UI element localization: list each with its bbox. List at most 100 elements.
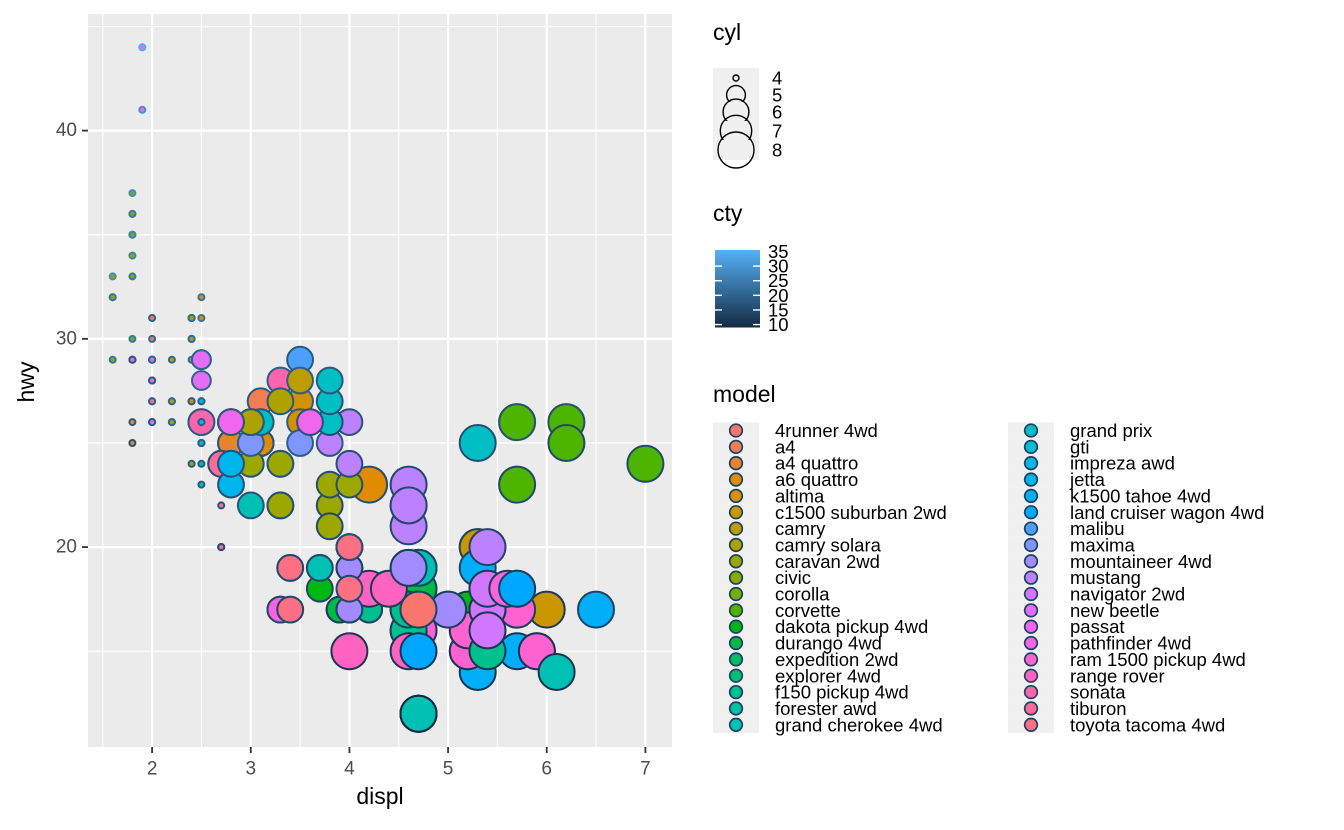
legend-swatch — [728, 554, 744, 569]
legend-swatch — [728, 603, 744, 618]
legend-swatch — [728, 521, 744, 536]
legend-item: 4runner 4wd — [713, 420, 878, 441]
data-point — [128, 272, 137, 281]
x-tick-label: 4 — [344, 759, 355, 780]
legend-item: pathfinder 4wd — [1008, 633, 1191, 654]
legend-item: toyota tacoma 4wd — [1008, 714, 1225, 735]
data-point — [399, 590, 438, 629]
legend-item: a6 quattro — [713, 469, 858, 490]
legend-item: caravan 2wd — [713, 551, 880, 572]
data-point — [187, 459, 196, 468]
data-point — [128, 439, 137, 447]
legend-swatch — [1023, 554, 1039, 569]
legend-swatch — [728, 701, 744, 716]
legend-item-label: durango 4wd — [775, 633, 882, 654]
legend-swatch — [728, 717, 744, 732]
x-tick-label: 6 — [541, 759, 552, 780]
legend-item: mountaineer 4wd — [1008, 551, 1212, 572]
data-point — [468, 528, 507, 567]
data-point — [498, 403, 537, 442]
data-point — [266, 387, 295, 416]
data-point — [305, 554, 334, 582]
legend-swatch — [1023, 717, 1039, 732]
data-point — [197, 314, 206, 322]
data-point — [108, 272, 117, 281]
legend-swatch — [728, 505, 744, 520]
x-tick-label: 3 — [245, 759, 256, 780]
legend-item: forester awd — [713, 698, 877, 719]
legend-item-label: impreza awd — [1070, 453, 1175, 474]
legend-item: impreza awd — [1008, 453, 1175, 474]
legend-swatch — [1023, 456, 1039, 471]
data-point — [108, 355, 117, 364]
data-point — [197, 397, 206, 406]
legend-item-label: toyota tacoma 4wd — [1070, 714, 1225, 735]
legend-item-label: a4 quattro — [775, 453, 858, 474]
legend-item-label: gti — [1070, 436, 1090, 457]
legend-item-label: a6 quattro — [775, 469, 858, 490]
data-point — [217, 501, 226, 510]
data-point — [217, 543, 226, 552]
legend-item: passat — [1008, 616, 1125, 637]
legend-item: corvette — [713, 600, 841, 621]
legend-item-label: maxima — [1070, 534, 1135, 555]
model-legend-title: model — [713, 381, 776, 407]
legend-item-label: ram 1500 pickup 4wd — [1070, 649, 1246, 670]
legend-item: civic — [713, 567, 811, 588]
legend-item: maxima — [1008, 534, 1135, 555]
data-point — [577, 590, 615, 629]
colorbar-label: 10 — [768, 314, 789, 335]
legend-item: ram 1500 pickup 4wd — [1008, 649, 1246, 670]
legend-swatch — [728, 668, 744, 683]
legend-item-label: altima — [775, 485, 825, 506]
legend-item-label: tiburon — [1070, 698, 1127, 719]
legend-item-label: passat — [1070, 616, 1125, 637]
data-point — [148, 418, 157, 427]
colorbar-label: 20 — [768, 285, 789, 306]
y-axis-title: hwy — [13, 361, 39, 403]
data-point — [330, 632, 369, 671]
legend-swatch — [728, 423, 744, 438]
data-point — [236, 491, 265, 520]
data-point — [276, 554, 305, 582]
data-point — [138, 43, 147, 52]
legend-swatch — [728, 570, 744, 585]
data-point — [266, 491, 295, 520]
legend-item-label: forester awd — [775, 698, 877, 719]
legend-item: new beetle — [1008, 600, 1159, 621]
legend-item: f150 pickup 4wd — [713, 682, 909, 703]
legend-item-label: pathfinder 4wd — [1070, 633, 1191, 654]
legend-swatch — [1023, 423, 1039, 438]
legend-item: altima — [713, 485, 825, 506]
y-tick-label: 30 — [56, 328, 77, 349]
data-point — [626, 444, 665, 483]
legend-item: tiburon — [1008, 698, 1127, 719]
x-tick-label: 2 — [147, 759, 158, 780]
axes: 2 3 4 5 6 7 20 30 40 — [56, 120, 651, 779]
legend-swatch — [728, 439, 744, 455]
data-point — [335, 574, 364, 603]
data-point — [399, 632, 438, 671]
size-legend-circle — [717, 131, 755, 169]
colorbar-label: 30 — [768, 256, 789, 277]
legend-item: range rover — [1008, 665, 1165, 686]
legend-item: gti — [1008, 436, 1090, 457]
data-point — [167, 397, 176, 406]
data-point — [315, 512, 344, 541]
legend-swatch — [1023, 684, 1039, 700]
data-point — [197, 480, 206, 489]
data-point — [138, 105, 147, 114]
legend-item-label: expedition 2wd — [775, 649, 898, 670]
data-point — [286, 366, 315, 395]
data-point — [148, 376, 157, 385]
legend-item: land cruiser wagon 4wd — [1008, 502, 1264, 523]
legend-item-label: camry solara — [775, 534, 882, 555]
legend-item-label: sonata — [1070, 682, 1126, 703]
legend-item-label: mountaineer 4wd — [1070, 551, 1212, 572]
data-point — [335, 449, 364, 478]
legend-swatch — [1023, 668, 1039, 683]
legend-item: a4 — [713, 436, 796, 457]
